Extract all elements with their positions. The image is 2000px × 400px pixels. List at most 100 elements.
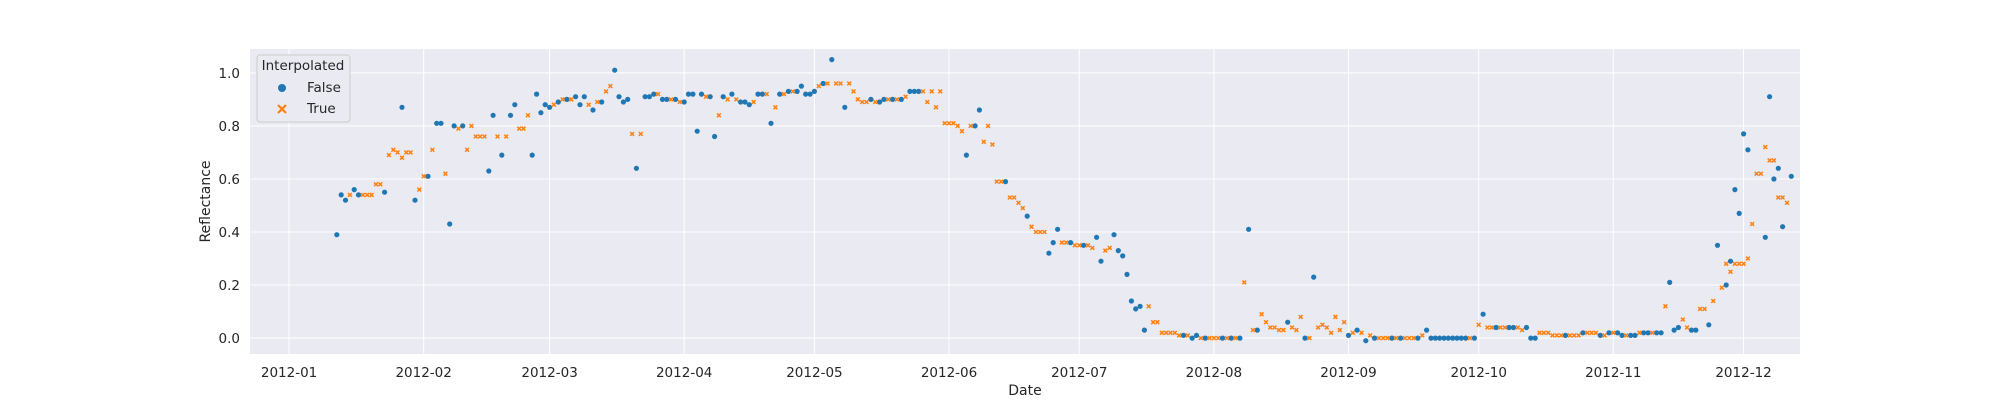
data-point-x [1380, 335, 1386, 341]
data-point-x [586, 102, 592, 108]
y-tick-label: 0.4 [219, 225, 240, 241]
data-point-circle [1024, 213, 1030, 219]
data-point-x [1215, 335, 1221, 341]
data-point-circle [807, 91, 813, 97]
data-point-x [594, 99, 600, 105]
data-point-circle [1428, 335, 1434, 341]
data-point-circle [1081, 242, 1087, 248]
data-point-x [846, 81, 852, 86]
data-point-circle [1658, 330, 1664, 336]
data-point-x [1224, 335, 1230, 341]
x-tick-label: 2012-02 [395, 365, 451, 381]
x-tick-label: 2012-05 [786, 365, 842, 381]
data-point-circle [755, 91, 761, 97]
data-point-x [1697, 306, 1703, 312]
data-point-x [946, 120, 952, 126]
x-tick-labels: 2012-01 2012-02 2012-03 2012-04 2012-05 2012-… [261, 365, 1772, 381]
data-point-x [373, 181, 379, 187]
data-point-x [464, 147, 470, 153]
data-point-x [1276, 327, 1282, 333]
data-point-circle [499, 152, 505, 158]
data-point-x [668, 96, 674, 102]
data-point-circle [577, 102, 583, 108]
data-point-circle [768, 120, 774, 126]
x-tick-label: 2012-11 [1585, 365, 1641, 381]
data-point-x [1749, 221, 1755, 227]
data-point-x [1033, 229, 1039, 235]
data-point-circle [355, 192, 362, 198]
data-point-circle [1458, 335, 1464, 341]
data-point-x [1315, 325, 1321, 330]
plot-background [250, 49, 1800, 354]
data-point-circle [1128, 298, 1134, 304]
data-point-x [1593, 330, 1599, 336]
data-point-circle [434, 120, 440, 126]
data-point-x [885, 96, 891, 102]
legend-entry-true: True [306, 101, 336, 117]
data-point-x [781, 91, 787, 97]
data-point-circle [1641, 330, 1647, 336]
data-point-x [1771, 157, 1777, 163]
data-point-circle [1493, 324, 1499, 331]
data-point-circle [581, 94, 587, 100]
data-point-x [1337, 327, 1343, 333]
data-point-circle [1606, 330, 1612, 336]
data-point-circle [399, 104, 405, 110]
data-point-x [989, 142, 995, 147]
data-point-x [421, 173, 427, 179]
data-point-circle [916, 88, 922, 94]
data-point-circle [794, 88, 800, 94]
data-point-circle [1645, 330, 1651, 336]
data-point-circle [1671, 327, 1677, 333]
data-point-circle [642, 94, 648, 100]
y-tick-label: 1.0 [219, 66, 240, 82]
data-point-circle [612, 67, 618, 73]
data-point-x [994, 179, 1000, 185]
data-point-circle [1450, 335, 1456, 341]
data-point-x [1502, 325, 1508, 330]
data-point-circle [664, 96, 670, 102]
data-point-x [551, 102, 557, 108]
data-point-circle [460, 123, 466, 129]
data-point-circle [590, 107, 596, 113]
data-point-circle [620, 99, 627, 105]
data-point-x [1359, 330, 1364, 336]
x-tick-label: 2012-06 [921, 365, 977, 381]
data-point-x [872, 99, 878, 105]
data-point-x [833, 81, 839, 86]
data-point-circle [342, 197, 349, 203]
data-point-circle [963, 152, 970, 158]
data-point-x [390, 147, 396, 153]
data-point-x [950, 120, 956, 126]
data-point-circle [1780, 224, 1786, 230]
data-point-x [1011, 195, 1017, 200]
data-point-x [1550, 332, 1555, 338]
data-point-circle [382, 189, 388, 195]
legend-box [256, 54, 351, 123]
data-point-x [1259, 311, 1265, 317]
data-point-circle [1189, 335, 1195, 341]
data-point-circle [1562, 332, 1569, 338]
x-axis-label: Date [1008, 383, 1041, 399]
data-point-x [1736, 261, 1742, 267]
data-point-x [1207, 335, 1212, 341]
data-point-x [1702, 306, 1707, 312]
data-point-circle [1597, 332, 1603, 338]
data-point-x [403, 149, 409, 155]
data-point-circle [425, 173, 431, 179]
data-point-circle [1371, 335, 1378, 341]
data-point-circle [1480, 311, 1486, 317]
data-point-x [347, 192, 353, 198]
data-point-circle [811, 88, 818, 94]
data-point-x [603, 88, 609, 94]
data-point-circle [911, 88, 917, 94]
data-point-circle [616, 94, 622, 100]
data-point-x [937, 88, 943, 94]
data-point-x [386, 152, 392, 158]
data-point-x [1167, 330, 1173, 336]
data-point-circle [746, 102, 752, 108]
y-tick-label: 0.6 [219, 172, 240, 188]
data-point-circle [529, 152, 535, 158]
data-point-x [1467, 335, 1473, 341]
data-point-x [1154, 319, 1160, 325]
